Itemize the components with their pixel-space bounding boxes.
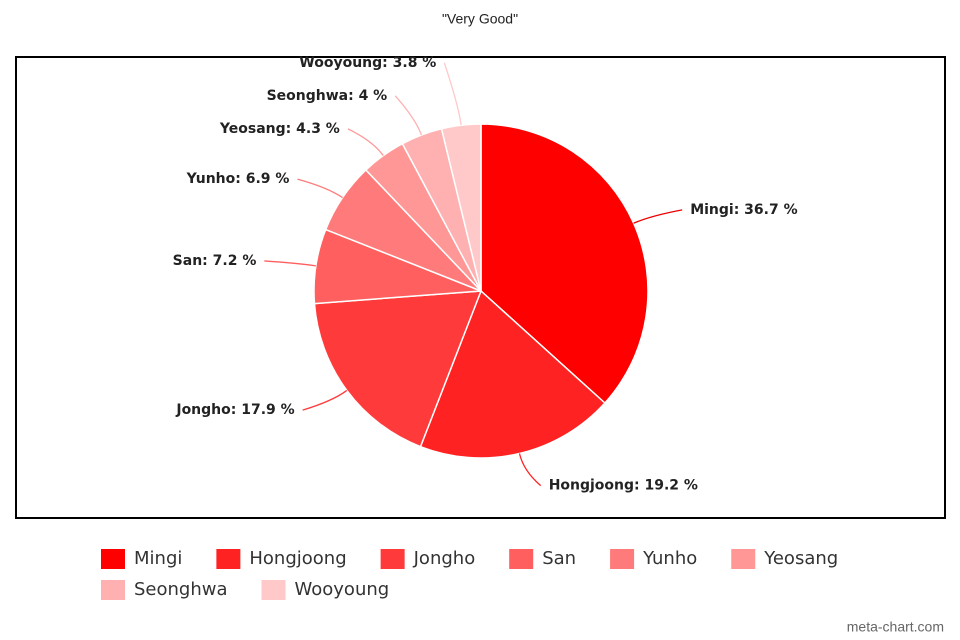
data-label: Wooyoung: 3.8 % <box>299 55 436 71</box>
leader-line <box>633 209 683 224</box>
data-label: Jongho: 17.9 % <box>175 402 294 418</box>
legend-label: Mingi <box>134 548 182 569</box>
leader-line <box>264 260 316 267</box>
data-label: Hongjoong: 19.2 % <box>549 478 698 494</box>
data-label: Mingi: 36.7 % <box>690 202 797 218</box>
legend-swatch <box>731 549 756 569</box>
leader-line <box>394 95 423 136</box>
data-label: Seonghwa: 4 % <box>267 88 388 104</box>
pie-slice <box>480 123 649 405</box>
legend-label: Hongjoong <box>249 548 346 569</box>
plot-frame <box>15 56 946 519</box>
data-label: San: 7.2 % <box>173 253 257 269</box>
leader-line <box>302 389 348 411</box>
leader-line <box>347 128 384 156</box>
legend-swatch <box>380 549 405 569</box>
data-label: Yeosang: 4.3 % <box>219 121 340 137</box>
legend-swatch <box>261 580 286 600</box>
data-label: Yunho: 6.9 % <box>186 171 290 187</box>
pie-slice <box>440 123 482 292</box>
pie-slice <box>419 289 606 459</box>
legend-label: Seonghwa <box>134 579 228 600</box>
leader-line <box>297 178 343 199</box>
legend-swatch <box>509 549 534 569</box>
legend-swatch <box>101 549 125 569</box>
legend-label: San <box>542 548 576 569</box>
legend-swatch <box>610 549 635 569</box>
legend-label: Yeosang <box>763 548 838 569</box>
leader-line <box>443 62 462 126</box>
chart-title: "Very Good" <box>442 11 518 27</box>
legend-swatch <box>101 580 125 600</box>
legend-label: Wooyoung <box>295 579 390 600</box>
legend-label: Jongho <box>413 548 476 569</box>
leader-line <box>518 453 542 487</box>
watermark: meta-chart.com <box>847 619 944 635</box>
legend-label: Yunho <box>642 548 697 569</box>
legend-swatch <box>216 549 241 569</box>
